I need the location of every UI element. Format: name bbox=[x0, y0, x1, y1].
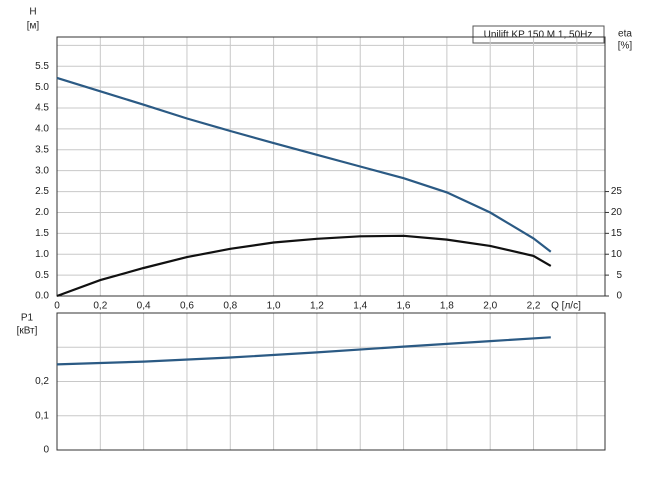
x-tick-label: 0,8 bbox=[223, 301, 237, 312]
y2-tick-label: 20 bbox=[611, 207, 623, 218]
y-tick-label: 3.5 bbox=[35, 144, 49, 155]
y-tick-label: 0,1 bbox=[35, 410, 49, 421]
x-tick-label: 1,8 bbox=[440, 301, 454, 312]
curve bbox=[56, 76, 552, 253]
y-axis-label: P1 bbox=[21, 313, 34, 324]
curve bbox=[56, 234, 552, 298]
y-tick-label: 4.0 bbox=[35, 124, 49, 135]
y-tick-label: 0,2 bbox=[35, 376, 49, 387]
x-tick-label: 1,4 bbox=[353, 301, 367, 312]
plot-frame bbox=[56, 312, 606, 451]
y2-axis-unit: [%] bbox=[618, 41, 633, 52]
y2-tick-label: 15 bbox=[611, 228, 623, 239]
y-tick-label: 0 bbox=[43, 445, 49, 456]
y-tick-label: 5.5 bbox=[35, 61, 49, 72]
x-tick-label: 1,6 bbox=[397, 301, 411, 312]
y-tick-label: 0.0 bbox=[35, 291, 49, 302]
y-axis-label: H bbox=[29, 7, 36, 18]
curve bbox=[56, 336, 551, 366]
y-tick-label: 2.0 bbox=[35, 207, 49, 218]
y-axis-unit: [кВт] bbox=[17, 326, 38, 337]
y2-tick-label: 0 bbox=[616, 291, 622, 302]
x-tick-label: 0,6 bbox=[180, 301, 194, 312]
y-tick-label: 1.0 bbox=[35, 249, 49, 260]
y-tick-label: 5.0 bbox=[35, 82, 49, 93]
x-tick-label: 2,2 bbox=[527, 301, 541, 312]
y2-tick-label: 5 bbox=[616, 270, 622, 281]
x-axis-label: Q [л/с] bbox=[551, 301, 581, 312]
x-tick-label: 0,4 bbox=[137, 301, 151, 312]
y-tick-label: 1.5 bbox=[35, 228, 49, 239]
title-box bbox=[472, 25, 605, 44]
x-tick-label: 0 bbox=[54, 301, 60, 312]
y-axis-unit: [м] bbox=[27, 21, 40, 32]
plot-frame bbox=[56, 36, 606, 297]
y2-tick-label: 25 bbox=[611, 186, 623, 197]
x-tick-label: 2,0 bbox=[483, 301, 497, 312]
x-tick-label: 1,2 bbox=[310, 301, 324, 312]
y2-axis-label: eta bbox=[618, 29, 632, 40]
y-tick-label: 2.5 bbox=[35, 186, 49, 197]
x-tick-label: 1,0 bbox=[267, 301, 281, 312]
y2-tick-label: 10 bbox=[611, 249, 623, 260]
y-tick-label: 4.5 bbox=[35, 103, 49, 114]
y-tick-label: 0.5 bbox=[35, 270, 49, 281]
x-tick-label: 0,2 bbox=[93, 301, 107, 312]
chart-title: Unilift KP 150 M 1, 50Hz bbox=[484, 30, 593, 41]
y-tick-label: 3.0 bbox=[35, 165, 49, 176]
